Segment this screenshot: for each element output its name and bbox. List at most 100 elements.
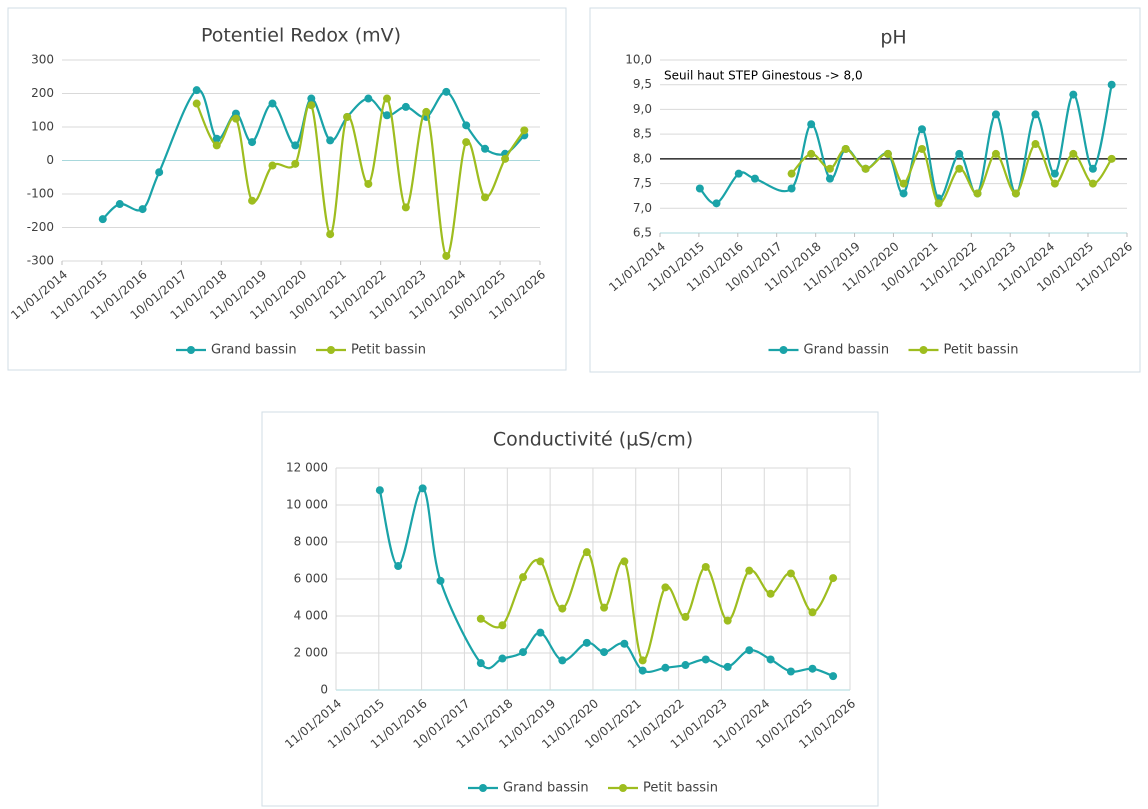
data-point [231,114,240,123]
data-point [712,199,721,208]
legend-marker [619,784,627,792]
threshold-label: Seuil haut STEP Ginestous -> 8,0 [664,69,863,83]
y-tick-label: 200 [31,86,54,100]
chart-title: pH [880,27,906,49]
data-point [364,94,373,103]
data-point [808,664,817,673]
data-point [476,659,485,668]
data-point [98,215,107,224]
data-point [192,99,201,108]
data-point [899,189,908,198]
data-point [786,569,795,578]
data-point [401,203,410,212]
data-point [807,120,816,129]
chart: Potentiel Redox (mV) -300 -200 -100 0 100 200 3… [7,7,567,371]
data-point [212,141,221,150]
data-point [375,486,384,495]
data-point [787,169,796,178]
data-point [701,655,710,664]
data-point [401,102,410,111]
data-point [519,648,528,657]
data-point [918,125,927,134]
y-tick-label: 4 000 [294,609,328,623]
chart: Conductivité (µS/cm) 0 2 000 4 000 6 000 8 00… [261,411,879,807]
data-point [268,161,277,170]
legend-label: Petit bassin [643,781,718,796]
data-point [1069,90,1078,99]
chart-frame [589,7,1141,373]
data-point [600,648,609,657]
y-tick-label: 9,5 [633,77,652,91]
data-point [1011,189,1020,198]
data-point [268,99,277,108]
data-point [918,144,927,153]
data-point [462,138,471,147]
y-tick-label: 7,5 [633,176,652,190]
legend-label: Petit bassin [944,343,1019,358]
data-point [1050,169,1059,178]
data-point [291,159,300,168]
chart-title: Conductivité (µS/cm) [493,429,693,451]
data-point [620,639,629,648]
data-point [1050,179,1059,188]
legend-marker [919,346,928,354]
data-point [138,205,147,214]
data-point [734,169,743,178]
data-point [326,230,335,239]
data-point [582,638,591,647]
data-point [418,484,427,493]
y-tick-label: 12 000 [286,461,328,475]
data-point [307,101,316,110]
data-point [436,576,445,585]
y-tick-label: 8 000 [294,535,328,549]
data-point [248,138,257,147]
chart-title: Potentiel Redox (mV) [201,25,401,47]
data-point [382,111,391,120]
data-point [422,107,431,116]
data-point [382,94,391,103]
data-point [899,179,908,188]
y-tick-label: -200 [27,220,54,234]
data-point [723,616,732,625]
data-point [991,149,1000,158]
data-point [1069,149,1078,158]
y-tick-label: -100 [27,187,54,201]
data-point [1031,140,1040,149]
legend-label: Grand bassin [503,781,589,796]
data-point [442,87,451,96]
y-tick-label: 8,0 [633,151,652,165]
data-point [558,656,567,665]
data-point [786,667,795,676]
data-point [701,562,710,571]
y-tick-label: 6,5 [633,226,652,240]
data-point [481,144,490,153]
data-point [442,251,451,260]
data-point [934,199,943,208]
data-point [883,149,892,158]
data-point [291,141,300,150]
data-point [364,179,373,188]
data-point [192,86,201,95]
legend-marker [779,346,788,354]
data-point [638,656,647,665]
y-tick-label: 10 000 [286,498,328,512]
data-point [661,583,670,592]
data-point [681,661,690,670]
data-point [861,164,870,173]
data-point [115,200,124,209]
chart: pH6,57,07,58,08,59,09,510,011/01/201411/… [589,7,1141,373]
data-point [825,174,834,183]
y-tick-label: 0 [320,683,328,697]
data-point [498,654,507,663]
data-point [973,189,982,198]
data-point [1088,164,1097,173]
data-point [620,557,629,566]
y-tick-label: 7,0 [633,201,652,215]
legend-marker [187,346,195,354]
y-tick-label: 9,0 [633,102,652,116]
data-point [307,94,316,103]
data-point [558,604,567,613]
y-tick-label: 100 [31,120,54,134]
y-tick-label: 0 [46,153,54,167]
